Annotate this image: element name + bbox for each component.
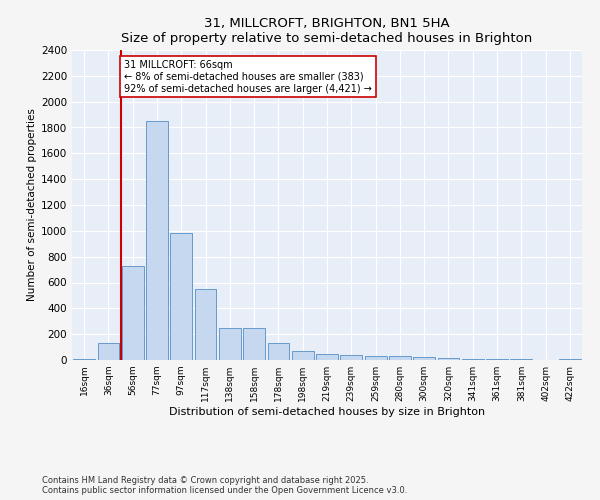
Bar [73, 358, 95, 360]
Bar [292, 351, 314, 360]
Bar [146, 121, 168, 360]
Bar [97, 343, 119, 360]
Bar [413, 358, 435, 360]
Bar [365, 356, 386, 360]
Bar [194, 289, 217, 360]
Bar [243, 328, 265, 360]
Bar [437, 358, 460, 360]
Bar [122, 266, 143, 360]
Text: 31 MILLCROFT: 66sqm
← 8% of semi-detached houses are smaller (383)
92% of semi-d: 31 MILLCROFT: 66sqm ← 8% of semi-detache… [124, 60, 372, 94]
Bar [486, 359, 508, 360]
Bar [268, 343, 289, 360]
Bar [170, 234, 192, 360]
Title: 31, MILLCROFT, BRIGHTON, BN1 5HA
Size of property relative to semi-detached hous: 31, MILLCROFT, BRIGHTON, BN1 5HA Size of… [121, 16, 533, 44]
Bar [389, 356, 411, 360]
Text: Contains HM Land Registry data © Crown copyright and database right 2025.
Contai: Contains HM Land Registry data © Crown c… [42, 476, 407, 495]
Bar [316, 354, 338, 360]
Bar [462, 358, 484, 360]
Bar [219, 328, 241, 360]
Y-axis label: Number of semi-detached properties: Number of semi-detached properties [27, 108, 37, 302]
X-axis label: Distribution of semi-detached houses by size in Brighton: Distribution of semi-detached houses by … [169, 407, 485, 417]
Bar [340, 356, 362, 360]
